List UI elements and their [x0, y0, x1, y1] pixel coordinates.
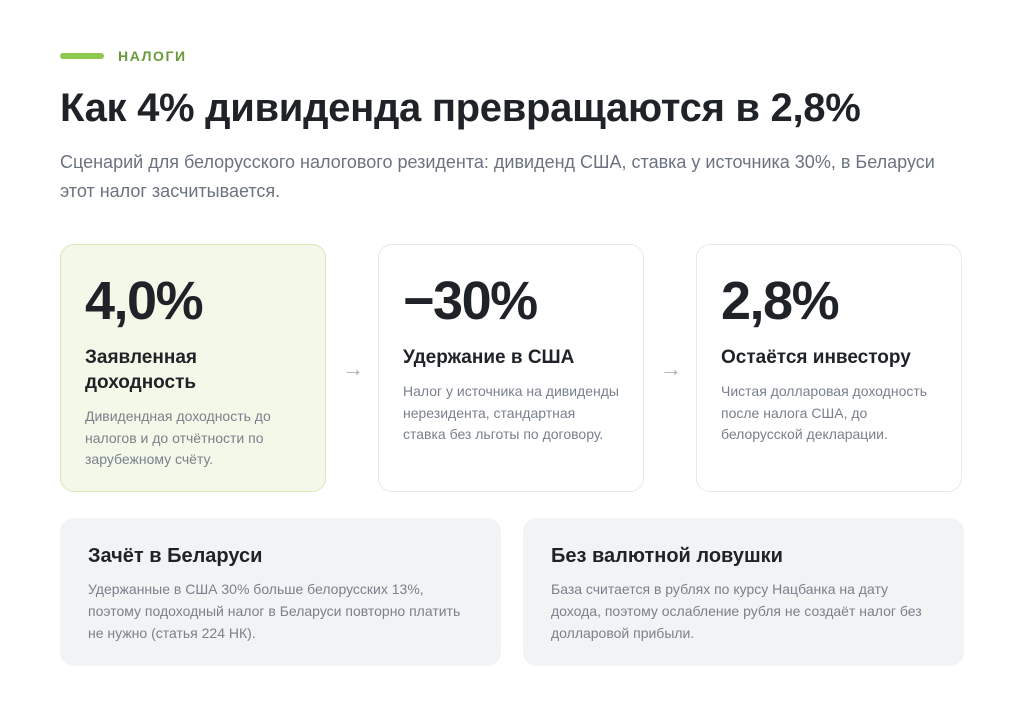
note-belarus-credit: Зачёт в Беларуси Удержанные в США 30% бо… [60, 518, 501, 666]
eyebrow-label: НАЛОГИ [118, 48, 187, 64]
card-value: −30% [403, 271, 538, 331]
card-value: 2,8% [721, 271, 840, 331]
note-heading: Без валютной ловушки [551, 545, 783, 567]
section-eyebrow: НАЛОГИ [60, 48, 187, 64]
card-value: 4,0% [85, 271, 204, 331]
card-declared-yield: 4,0% Заявленная доходность Дивидендная д… [60, 244, 326, 492]
note-no-currency-trap: Без валютной ловушки База считается в ру… [523, 518, 964, 666]
note-heading: Зачёт в Беларуси [88, 545, 263, 567]
card-heading: Удержание в США [403, 347, 575, 368]
card-text: Чистая долларовая доходность после налог… [721, 383, 928, 442]
card-us-withholding: −30% Удержание в США Налог у источника н… [378, 244, 644, 492]
note-text: Удержанные в США 30% больше белорусских … [88, 581, 461, 641]
card-heading: Остаётся инвестору [721, 347, 911, 368]
arrow-right-icon: → [660, 356, 682, 381]
eyebrow-accent-bar [60, 53, 104, 59]
card-heading: Заявленная доходность [85, 347, 197, 393]
page-title: Как 4% дивиденда превращаются в 2,8% [60, 86, 861, 130]
card-investor-net: 2,8% Остаётся инвестору Чистая долларова… [696, 244, 962, 492]
card-text: Налог у источника на дивиденды нерезиден… [403, 383, 619, 442]
note-text: База считается в рублях по курсу Нацбанк… [551, 581, 922, 641]
page-subtitle: Сценарий для белорусского налогового рез… [60, 152, 935, 201]
arrow-right-icon: → [342, 356, 364, 381]
card-text: Дивидендная доходность до налогов и до о… [85, 408, 271, 467]
